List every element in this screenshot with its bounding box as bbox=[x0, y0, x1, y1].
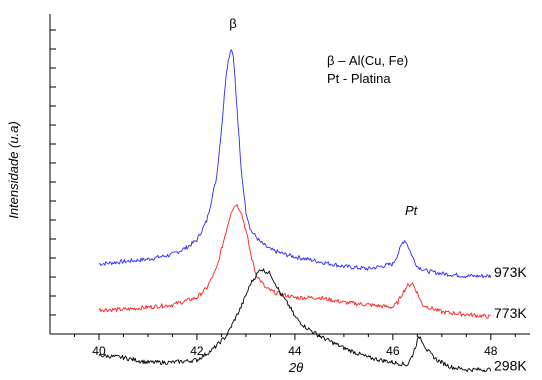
y-ticks bbox=[50, 29, 56, 335]
series-label-973K: 973K bbox=[494, 264, 527, 280]
series-label-773K: 773K bbox=[494, 305, 527, 321]
series-973K-line bbox=[98, 49, 492, 279]
series-labels: 973K 773K 298K bbox=[494, 264, 527, 374]
x-tick-label: 40 bbox=[92, 344, 106, 358]
legend-line-2: Pt - Platina bbox=[327, 71, 391, 86]
legend-line-1: β – Al(Cu, Fe) bbox=[327, 53, 408, 68]
x-tick-label: 44 bbox=[288, 344, 302, 358]
curves bbox=[98, 49, 492, 373]
series-label-298K: 298K bbox=[494, 358, 527, 374]
x-ticks: 40 42 44 46 48 bbox=[73, 334, 516, 358]
y-axis-label: Intensidade (u.a) bbox=[6, 121, 21, 219]
plot-frame bbox=[49, 14, 530, 335]
series-298K-line bbox=[98, 268, 492, 373]
beta-peak-label: β bbox=[229, 16, 236, 31]
pt-peak-label: Pt bbox=[405, 203, 419, 218]
x-axis-label: 2θ bbox=[288, 360, 303, 375]
x-tick-label: 48 bbox=[484, 344, 498, 358]
x-tick-label: 46 bbox=[386, 344, 400, 358]
series-773K-line bbox=[98, 204, 491, 319]
x-tick-label: 42 bbox=[190, 344, 204, 358]
